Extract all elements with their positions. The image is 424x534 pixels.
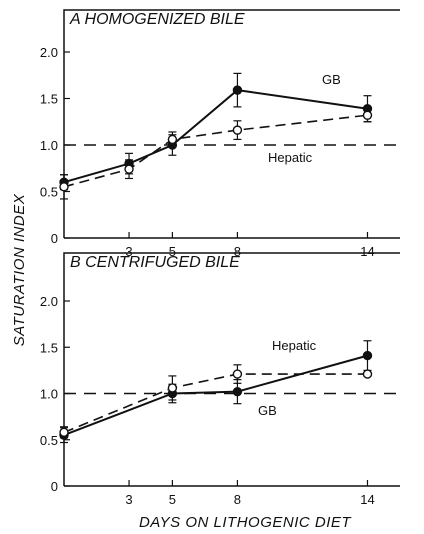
gb-data-point — [232, 85, 243, 95]
x-tick-label: 14 — [360, 492, 374, 507]
y-tick-label: 0 — [51, 231, 58, 246]
x-tick-label: 3 — [125, 492, 132, 507]
hepatic-data-point — [232, 369, 243, 379]
panel-a-title: A HOMOGENIZED BILE — [69, 11, 245, 28]
hepatic-series-label: Hepatic — [268, 150, 313, 165]
axis-frame — [63, 9, 400, 238]
y-tick-label: 0.5 — [40, 185, 58, 200]
y-tick-label: 2.0 — [40, 45, 58, 60]
hepatic-data-point — [124, 164, 134, 174]
gb-series-line — [63, 354, 368, 437]
hepatic-data-point — [167, 383, 178, 393]
axis-frame — [63, 252, 400, 486]
panel-b-centrifuged-bile: B CENTRIFUGED BILE 0 0.5 1.0 1.5 2.0 3 5 8 14 GB H… — [40, 252, 400, 507]
y-tick-label: 1.5 — [40, 340, 58, 355]
hepatic-series-line — [63, 114, 368, 188]
y-tick-label: 1.5 — [40, 92, 58, 107]
x-tick-label: 5 — [169, 244, 176, 259]
y-tick-label: 1.0 — [40, 387, 58, 402]
gb-series-label: GB — [322, 72, 341, 87]
hepatic-data-point — [362, 369, 373, 379]
y-tick-label: 0 — [51, 479, 58, 494]
x-axis-title: DAYS ON LITHOGENIC DIET — [139, 514, 352, 531]
gb-data-point — [232, 386, 243, 397]
hepatic-data-point — [59, 427, 69, 438]
hepatic-series-line — [63, 373, 368, 434]
hepatic-series-label: Hepatic — [272, 338, 317, 353]
gb-data-point — [362, 350, 373, 361]
y-tick-label: 0.5 — [40, 433, 58, 448]
x-tick-label: 5 — [169, 492, 176, 507]
x-tick-label: 14 — [360, 244, 374, 259]
gb-series-label: GB — [258, 403, 277, 418]
y-tick-label: 1.0 — [40, 138, 58, 153]
panel-b-title: B CENTRIFUGED BILE — [70, 254, 240, 271]
x-tick-label: 8 — [234, 244, 241, 259]
y-tick-label: 2.0 — [40, 294, 58, 309]
hepatic-data-point — [362, 110, 373, 120]
gb-series-line — [63, 89, 368, 184]
hepatic-data-point — [59, 182, 69, 192]
panel-a-homogenized-bile: A HOMOGENIZED BILE 0 0.5 1.0 1.5 2.0 3 5 8 14 GB H… — [40, 9, 400, 259]
hepatic-data-point — [232, 125, 243, 135]
y-axis-title: SATURATION INDEX — [11, 193, 28, 346]
x-tick-label: 3 — [125, 244, 132, 259]
x-tick-label: 8 — [234, 492, 241, 507]
hepatic-data-point — [167, 134, 178, 145]
